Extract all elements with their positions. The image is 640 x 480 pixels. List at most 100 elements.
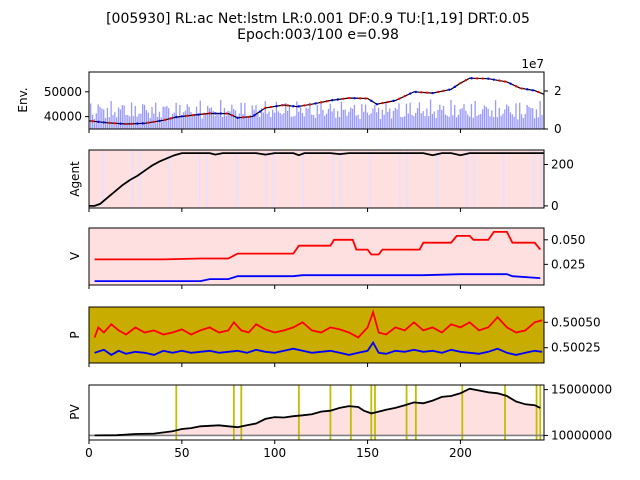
volume-bar [491, 110, 493, 129]
agent-y-label: Agent [68, 161, 82, 197]
volume-bar [413, 116, 415, 129]
volume-bar [119, 109, 122, 129]
action-marker [442, 89, 445, 93]
volume-bar [489, 116, 491, 129]
action-marker [147, 121, 150, 124]
volume-bar [420, 113, 422, 129]
y-tick-label: 50000 [44, 85, 82, 99]
action-marker [409, 92, 412, 95]
volume-bar [104, 118, 107, 129]
action-strip [406, 150, 409, 208]
y2-tick-label: 2 [554, 84, 562, 98]
action-strip [265, 150, 267, 208]
volume-bar [260, 108, 263, 129]
volume-bar [411, 114, 413, 129]
action-strip [369, 150, 371, 208]
volume-bar [472, 117, 474, 129]
action-marker [230, 114, 234, 117]
policy-series-red [93, 309, 543, 339]
volume-bar [372, 108, 374, 129]
volume-bar [298, 111, 300, 129]
volume-bar [487, 108, 489, 129]
action-marker [113, 122, 117, 125]
volume-bar [507, 106, 510, 129]
action-marker [342, 97, 345, 100]
volume-bar [169, 117, 172, 129]
action-marker [325, 100, 328, 103]
volume-bar [292, 116, 294, 129]
volume-bar [151, 107, 153, 129]
volume-bar [457, 114, 460, 129]
action-marker [158, 119, 161, 123]
volume-bar [520, 114, 523, 129]
volume-bar [467, 114, 469, 129]
volume-bar [416, 108, 419, 129]
agent-frame [88, 149, 545, 209]
volume-bar [231, 104, 233, 129]
env-y2-ticks: 02 [544, 84, 562, 136]
volume-bar [418, 102, 421, 129]
volume-bar [519, 102, 521, 129]
volume-bar [305, 107, 307, 129]
volume-bar [296, 101, 298, 129]
agent-background [89, 150, 544, 208]
volume-bar [242, 114, 244, 129]
volume-bar [129, 116, 131, 129]
volume-bar [218, 112, 220, 129]
agent-y-ticks: 0 200 [544, 158, 574, 213]
action-marker [97, 120, 100, 124]
volume-bar [355, 115, 357, 129]
volume-bar [247, 118, 250, 129]
volume-bar [162, 106, 164, 129]
pv-y-ticks: 10000000 15000000 [544, 383, 612, 442]
volume-bar [244, 102, 246, 129]
volume-bar [281, 114, 283, 129]
volume-bar [140, 113, 142, 129]
action-marker [297, 105, 301, 108]
volume-bar [403, 116, 406, 129]
pv-line [94, 387, 541, 437]
volume-bar [496, 117, 499, 129]
value-y-label: V [68, 251, 82, 260]
action-marker [347, 96, 351, 100]
volume-bar [101, 108, 103, 129]
volume-bar [233, 108, 235, 129]
volume-bar [511, 114, 513, 129]
action-strip [332, 150, 334, 208]
env-y-label: Env. [16, 87, 30, 112]
volume-bar [160, 117, 162, 129]
action-marker [464, 78, 468, 82]
volume-bar [383, 114, 385, 129]
volume-bar [322, 109, 324, 129]
value-background [89, 228, 544, 285]
volume-bar [99, 106, 101, 129]
volume-bar [441, 109, 443, 129]
volume-bar [428, 116, 430, 129]
action-marker [381, 101, 384, 105]
action-marker [241, 116, 245, 119]
volume-bar [535, 109, 538, 129]
action-strip [339, 150, 342, 208]
action-marker [414, 90, 418, 94]
volume-bar [312, 114, 315, 129]
action-marker [470, 77, 473, 80]
action-marker [487, 77, 490, 80]
action-marker [258, 110, 262, 113]
volume-bar [426, 108, 428, 129]
volume-bar [344, 109, 346, 129]
volume-bar [318, 114, 320, 129]
policy-background [89, 307, 544, 363]
action-strip [139, 150, 141, 208]
volume-bar [481, 109, 484, 129]
volume-bar [110, 101, 112, 129]
volume-bar [182, 112, 185, 129]
volume-bar [173, 112, 175, 129]
volume-bar [452, 115, 454, 129]
action-marker [186, 114, 189, 118]
volume-bar [539, 101, 541, 129]
volume-bar [262, 112, 265, 129]
volume-bar [370, 113, 372, 129]
volume-bar [147, 112, 149, 129]
volume-bar [390, 118, 393, 129]
chart-title-line1: [005930] RL:ac Net:lstm LR:0.001 DF:0.9 … [106, 11, 530, 27]
